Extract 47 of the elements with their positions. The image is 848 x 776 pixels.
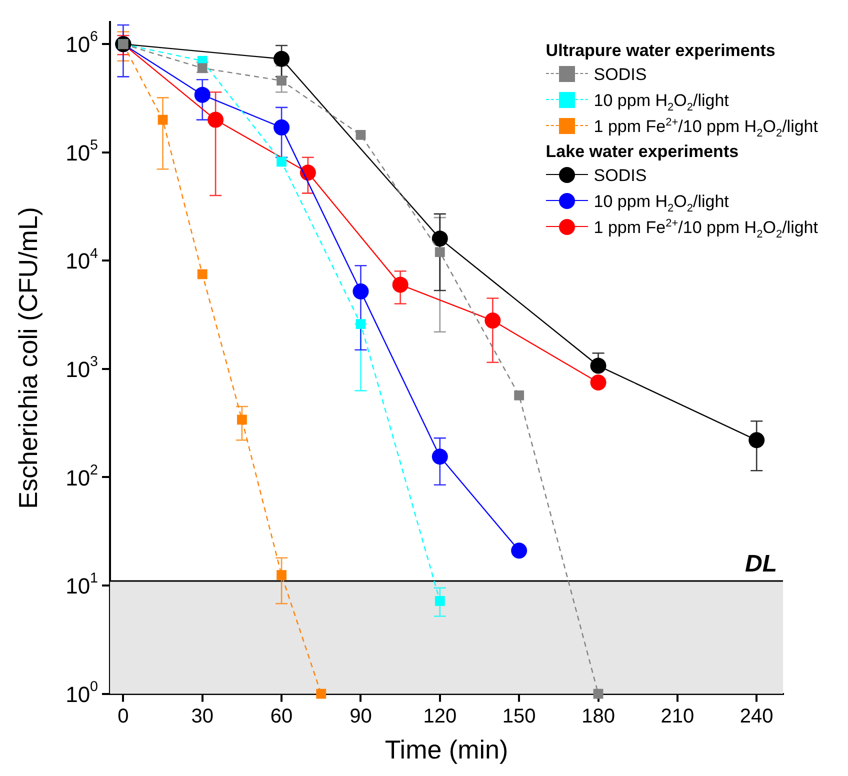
point bbox=[748, 432, 765, 448]
point bbox=[316, 688, 326, 699]
annotation: Lake water experiments bbox=[546, 141, 740, 162]
x-tick-label: 60 bbox=[270, 705, 293, 728]
point bbox=[590, 358, 606, 374]
x-tick-label: 120 bbox=[423, 705, 457, 728]
x-tick-label: 180 bbox=[582, 705, 615, 728]
point bbox=[197, 269, 208, 280]
x-tick-label: 0 bbox=[118, 705, 129, 728]
point bbox=[514, 390, 524, 400]
point bbox=[274, 119, 290, 136]
point bbox=[276, 76, 286, 86]
x-axis-title: Time (min) bbox=[384, 734, 508, 765]
x-tick-label: 90 bbox=[350, 705, 372, 728]
point bbox=[484, 312, 501, 329]
point bbox=[208, 112, 224, 128]
point bbox=[434, 596, 445, 606]
point bbox=[593, 688, 604, 699]
x-tick-label: 30 bbox=[191, 705, 214, 728]
legend-label: 10 ppm H$_{2}$O$_{2}$/light bbox=[594, 90, 729, 113]
point bbox=[274, 50, 290, 67]
point bbox=[276, 156, 286, 167]
legend-label: 1 ppm Fe$^{2+}$/10 ppm H$_{2}$O$_{2}$/light bbox=[594, 116, 818, 139]
point bbox=[352, 283, 369, 300]
point bbox=[356, 130, 366, 140]
ref-line-label: DL bbox=[745, 550, 777, 578]
point bbox=[158, 114, 168, 125]
point bbox=[590, 374, 606, 390]
point bbox=[300, 164, 316, 181]
point bbox=[432, 448, 448, 465]
point bbox=[356, 319, 366, 329]
annotation: Ultrapure water experiments bbox=[546, 40, 776, 61]
point bbox=[432, 230, 448, 247]
x-tick-label: 240 bbox=[740, 705, 774, 728]
legend-label: SODIS bbox=[594, 64, 647, 84]
legend-label: 10 ppm H$_{2}$O$_{2}$/light bbox=[594, 190, 729, 214]
x-tick-label: 210 bbox=[660, 705, 694, 728]
point bbox=[511, 542, 528, 559]
y-axis-title: Escherichia coli (CFU/mL) bbox=[12, 206, 43, 509]
point bbox=[434, 247, 445, 258]
legend-label: 1 ppm Fe$^{2+}$/10 ppm H$_{2}$O$_{2}$/light bbox=[594, 216, 818, 240]
point bbox=[392, 276, 408, 293]
point bbox=[276, 570, 286, 580]
point bbox=[237, 414, 247, 425]
legend-label: SODIS bbox=[594, 164, 647, 186]
x-tick-label: 150 bbox=[502, 705, 536, 728]
point bbox=[194, 86, 210, 103]
